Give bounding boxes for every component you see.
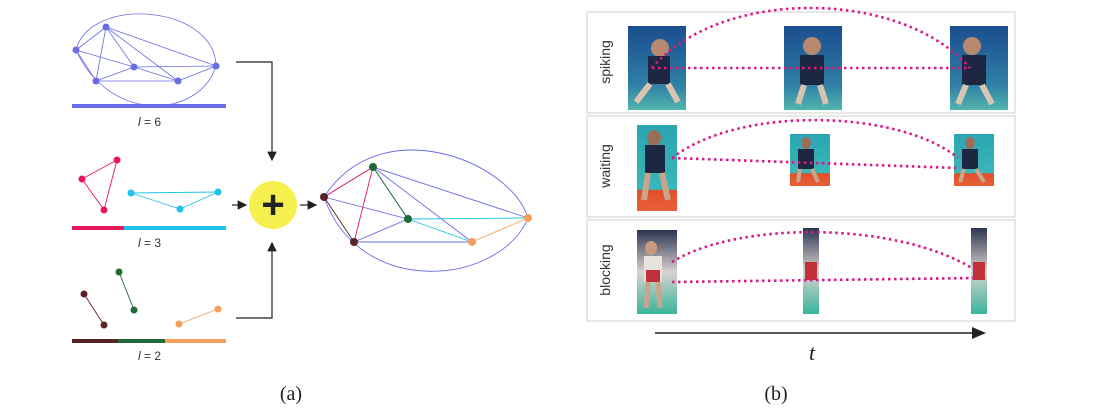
graph-node [350,238,358,246]
temporal-link [671,230,976,272]
graph-edge [323,196,355,243]
frame-image [971,228,987,314]
plus-circle [249,181,297,229]
graph-node [100,206,108,214]
graph-node [214,188,222,196]
graph-node [524,214,532,222]
graph-node [130,306,138,314]
plus-icon: + [261,183,284,227]
frame-image [954,134,994,186]
graph-node [115,268,123,276]
graph-node [78,175,86,183]
graph-level-2 [83,271,219,326]
combined-graph [323,149,529,272]
graph-edge [372,166,529,219]
frame-image [803,228,819,314]
graph-edge [407,218,473,243]
temporal-link [651,6,971,69]
graph-level-3 [81,159,219,211]
graph-edge [353,218,409,243]
level-bar-segment [165,339,226,343]
row-spiking: spiking [586,6,1016,114]
graph-node [113,156,121,164]
graph-edge [95,66,135,82]
graph-node [130,63,138,71]
graph-edge [323,196,409,220]
level-bar-segment [118,339,165,343]
graph-edge [372,166,409,220]
time-axis-label: t [809,340,816,365]
frame-image [950,26,1008,110]
frame-image [637,125,677,211]
graph-edge [323,166,374,198]
row-blocking: blocking [586,219,1016,322]
panel-b: spiking [586,6,1016,405]
level-label: l = 6 [138,115,161,129]
level-bar [72,104,226,108]
graph-edge [75,49,135,68]
graph-edge [133,65,217,68]
graph-node [72,46,80,54]
graph-node [92,77,100,85]
temporal-link [671,276,976,284]
merge-arrow-bottom [236,241,277,319]
graph-edge [177,65,217,82]
graph-edge [75,13,217,67]
panel-b-caption: (b) [764,383,787,405]
graph-edge [133,66,179,82]
row-label: spiking [597,40,613,84]
panel-a-caption: (a) [280,383,302,405]
graph-edge [118,271,135,311]
graph-node [174,77,182,85]
time-axis-arrowhead [972,327,986,339]
graph-edge [323,149,529,219]
graph-node [214,305,222,313]
frame-image [637,230,677,314]
graph-edge [179,191,219,210]
graph-node [100,321,108,329]
graph-node [320,193,328,201]
level-label: l = 3 [138,236,161,250]
graph-edge [105,26,179,82]
graph-edge [95,26,107,82]
row-label: blocking [597,244,613,295]
level-bar-segment [124,226,226,230]
graph-node [404,215,412,223]
graph-edge [471,217,529,243]
graph-node [175,320,183,328]
graph-edge [81,178,105,211]
merge-arrow-top [236,61,277,162]
level-bar-segment [72,226,124,230]
graph-edge [130,192,181,210]
frame-image [790,134,830,186]
graph-edge [105,26,135,68]
graph-edge [178,308,219,325]
graph-edge [407,217,529,220]
level-bar-segment [72,339,118,343]
graph-edge [81,159,118,180]
graph-edge [75,26,107,51]
graph-node [102,23,110,31]
graph-node [369,163,377,171]
graph-edge [83,293,105,326]
graph-node [127,189,135,197]
graph-node [212,62,220,70]
graph-edge [372,166,473,243]
graph-edge [105,26,217,67]
graph-level-6 [75,13,217,107]
graph-edge [353,166,374,243]
graph-node [176,205,184,213]
panel-a: l = 6 l = 3 [72,13,532,405]
graph-edge [75,49,97,82]
graph-edge [130,191,219,194]
graph-node [468,238,476,246]
row-label: waiting [597,144,613,189]
graph-node [80,290,88,298]
graph-edge [103,159,118,211]
row-waiting: waiting [586,115,1016,218]
graph-edge [323,196,529,272]
level-label: l = 2 [138,349,161,363]
